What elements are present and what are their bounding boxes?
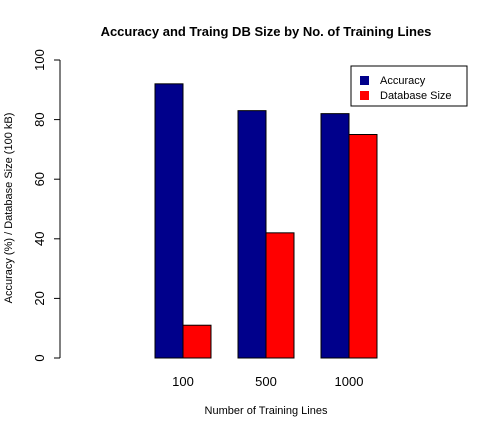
chart-title: Accuracy and Traing DB Size by No. of Tr… <box>101 24 432 39</box>
bar-accuracy-500 <box>237 110 267 359</box>
y-tick-label: 40 <box>32 232 47 246</box>
legend-label: Database Size <box>380 90 452 102</box>
bar-accuracy-1000 <box>320 113 350 359</box>
x-tick-label: 100 <box>172 374 194 389</box>
bars <box>154 83 378 359</box>
x-tick-label: 1000 <box>335 374 364 389</box>
x-tick-label: 500 <box>255 374 277 389</box>
bar-database-size-500 <box>265 232 295 359</box>
legend-box <box>350 65 468 107</box>
y-tick-label: 20 <box>32 291 47 305</box>
y-axis: 0 20 40 60 80 100 <box>32 49 61 362</box>
y-axis-label: Accuracy (%) / Database Size (100 kB) <box>3 113 15 304</box>
legend-swatch <box>360 91 369 100</box>
y-tick-label: 100 <box>32 49 47 71</box>
x-axis: 100 500 1000 <box>172 374 363 389</box>
legend: Accuracy Database Size <box>350 65 468 107</box>
bar-database-size-1000 <box>348 134 378 359</box>
bar-database-size-100 <box>182 324 212 359</box>
y-tick-label: 0 <box>32 354 47 361</box>
y-tick-label: 60 <box>32 172 47 186</box>
x-axis-label: Number of Training Lines <box>205 405 328 417</box>
legend-label: Accuracy <box>380 75 426 87</box>
legend-swatch <box>360 76 369 85</box>
y-tick-label: 80 <box>32 112 47 126</box>
bar-accuracy-100 <box>154 83 184 359</box>
